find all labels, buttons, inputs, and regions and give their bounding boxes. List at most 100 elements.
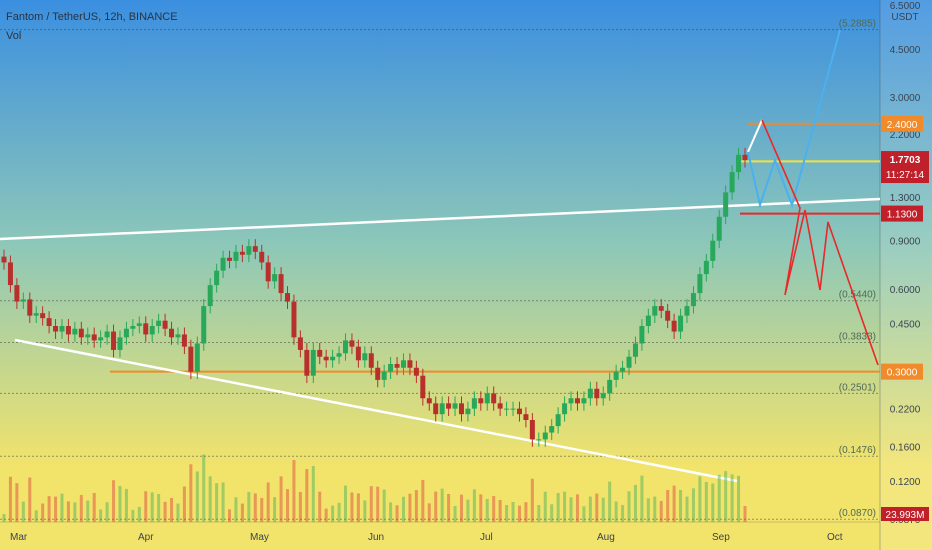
candle-body (697, 274, 703, 294)
candle-body (620, 367, 626, 372)
volume-bar (408, 493, 412, 522)
volume-bar (627, 491, 631, 522)
volume-bar (202, 454, 206, 522)
x-tick-label: Mar (10, 532, 28, 543)
volume-bar (498, 499, 502, 522)
volume-bar (588, 496, 592, 522)
volume-bar (440, 488, 444, 522)
volume-bar (15, 483, 19, 522)
candle-body (645, 315, 651, 327)
y-tick-label: 0.6000 (890, 285, 921, 296)
candle-body (336, 353, 342, 357)
candle-body (413, 367, 419, 376)
volume-bar (679, 489, 683, 522)
candle-body (59, 326, 65, 332)
candle-body (143, 323, 149, 335)
volume-bar (189, 464, 193, 522)
volume-bar (575, 494, 579, 522)
candle-body (1, 256, 7, 263)
volume-bar (421, 479, 425, 522)
candle-body (587, 388, 593, 399)
candle-body (317, 349, 323, 357)
volume-bar (34, 510, 38, 522)
y-unit-label: USDT (891, 12, 918, 23)
support-trendline (14, 338, 738, 483)
volume-bar (492, 495, 496, 522)
candle-body (716, 216, 722, 241)
candle-body (259, 251, 265, 263)
volume-bar (524, 502, 528, 522)
y-tick-label: 0.2200 (890, 405, 921, 416)
candle-body (420, 375, 426, 399)
volume-bar (253, 493, 257, 522)
candle-body (220, 257, 226, 271)
y-tick-label: 0.1200 (890, 477, 921, 488)
candle-body (349, 340, 355, 347)
candle-body (710, 240, 716, 261)
candle-body (536, 439, 542, 441)
candle-body (394, 363, 400, 368)
volume-bar (363, 500, 367, 522)
volume-bar (711, 483, 715, 522)
volume-bar (434, 491, 438, 522)
candle-body (465, 408, 471, 415)
symbol-title[interactable]: Fantom / TetherUS, 12h, BINANCE (6, 11, 178, 23)
volume-bar (215, 483, 219, 522)
candle-body (72, 328, 78, 335)
fib-level-label: (5.2885) (839, 19, 876, 30)
volume-bar (182, 486, 186, 522)
volume-bar (698, 476, 702, 522)
candle-body (20, 299, 26, 302)
candle-body (123, 328, 129, 338)
volume-bar (344, 485, 348, 522)
volume-bar (724, 471, 728, 522)
volume-bar (427, 503, 431, 522)
candle-body (516, 408, 522, 415)
candle-body (723, 192, 729, 217)
candle-body (330, 356, 336, 361)
candle-body (594, 388, 600, 399)
volume-bar (176, 503, 180, 522)
candle-body (542, 432, 548, 440)
candle-body (652, 306, 658, 316)
volume-bar (86, 500, 90, 522)
volume-bar (228, 509, 232, 522)
candle-body (169, 328, 175, 338)
volume-bar (466, 499, 470, 522)
x-tick-label: Oct (827, 532, 843, 543)
volume-bar (401, 496, 405, 522)
candle-body (343, 340, 349, 354)
volume-bar (112, 480, 116, 522)
key-level-badge-label: 2.4000 (887, 120, 918, 131)
candle-body (568, 398, 574, 404)
candle-body (136, 323, 142, 327)
candle-body (33, 313, 39, 316)
candle-body (27, 299, 33, 316)
candle-body (323, 356, 329, 361)
volume-bar (608, 481, 612, 522)
candle-body (7, 262, 13, 286)
volume-bar (537, 505, 541, 522)
candle-body (181, 334, 187, 347)
volume-bar (8, 476, 12, 522)
candle-body (529, 419, 535, 440)
projection-path-red (761, 119, 879, 366)
candle-body (400, 360, 406, 368)
candle-body (497, 403, 503, 409)
candle-body (452, 403, 458, 409)
candle-body (632, 343, 638, 357)
volume-bar (382, 489, 386, 522)
candle-body (562, 403, 568, 415)
candle-body (684, 306, 690, 316)
volume-bar (717, 474, 721, 522)
projection-path-blue (747, 29, 841, 209)
x-tick-label: Aug (597, 532, 615, 543)
volume-bar (208, 476, 212, 522)
candle-body (581, 398, 587, 404)
candle-body (600, 393, 606, 399)
volume-bar (595, 493, 599, 522)
volume-bar (659, 500, 663, 522)
x-tick-label: Jun (368, 532, 384, 543)
